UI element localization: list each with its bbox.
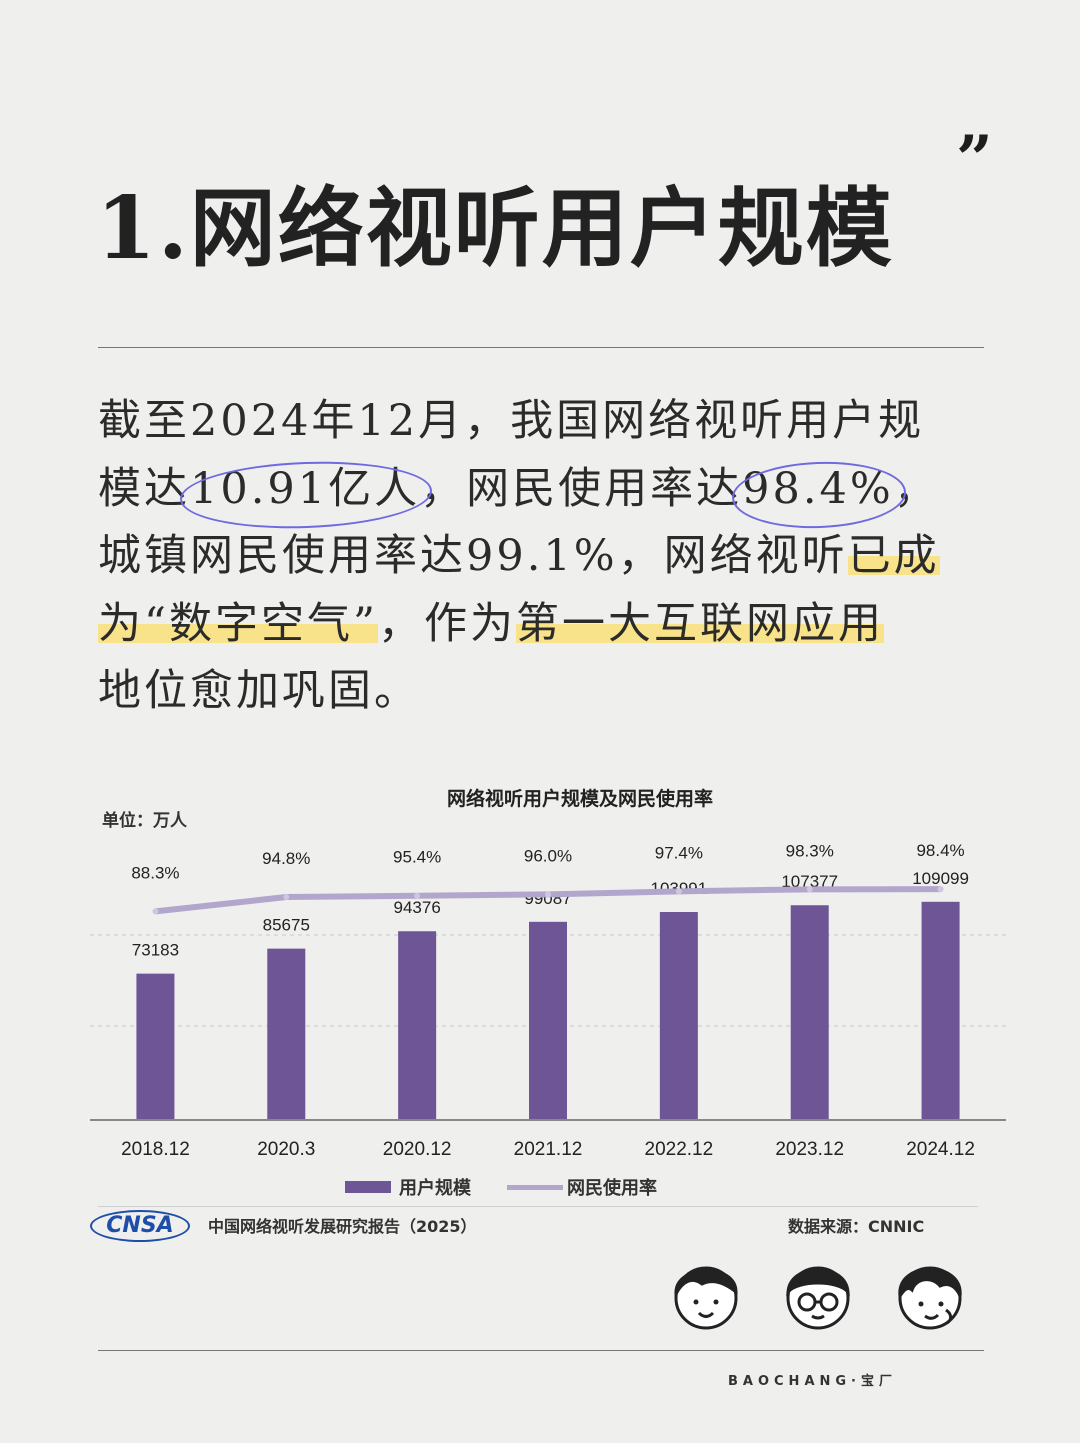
usage-rate-point <box>545 891 551 898</box>
usage-rate-point <box>806 886 813 893</box>
usage-rate-point <box>414 892 421 899</box>
quote-mark: ” <box>956 122 993 197</box>
brand-footer: BAOCHANG·宝厂 <box>728 1374 897 1389</box>
chart-title: 网络视听用户规模及网民使用率 <box>446 788 713 810</box>
paragraph-line-2: 模达10.91亿人，网民使用率达98.4%， <box>98 456 998 524</box>
highlight-text: 第一大互联网应用 <box>515 598 884 649</box>
highlight-text: 已成 <box>847 531 940 581</box>
paragraph-line-3: 城镇网民使用率达99.1%，网络视听已成 <box>98 523 998 591</box>
face-icon-2-glasses <box>786 1266 850 1330</box>
legend-line-swatch <box>507 1184 563 1190</box>
usage-rate-label: 95.4% <box>393 848 441 867</box>
face-icon-3 <box>898 1266 962 1330</box>
bar <box>398 931 437 1120</box>
x-tick-label: 2020.12 <box>383 1139 452 1160</box>
circled-usage-rate: 98.4% <box>742 456 894 524</box>
usage-rate-point <box>283 894 290 901</box>
usage-rate-point <box>937 886 944 893</box>
bar <box>659 912 698 1120</box>
usage-rate-label: 97.4% <box>655 843 703 862</box>
bar-value-label: 85675 <box>263 916 310 935</box>
x-tick-label: 2022.12 <box>645 1139 714 1160</box>
usage-rate-label: 96.0% <box>524 846 572 865</box>
usage-rate-label: 88.3% <box>131 863 179 882</box>
highlight-text: 为“数字空气” <box>98 598 378 649</box>
bottom-divider <box>98 1350 984 1351</box>
bar <box>136 973 175 1120</box>
chart-legend: 用户规模 网民使用率 <box>345 1174 657 1200</box>
bar-value-label: 73183 <box>132 941 179 960</box>
cnsa-logo: CNSA <box>90 1210 190 1242</box>
legend-bar-swatch <box>345 1181 391 1193</box>
usage-rate-label: 94.8% <box>262 849 310 868</box>
bar <box>790 905 829 1120</box>
chart-unit-label: 单位：万人 <box>102 811 187 831</box>
chart: 731832018.12856752020.3943762020.1299087… <box>90 841 1006 1160</box>
legend-line-label: 网民使用率 <box>567 1178 657 1199</box>
bar-value-label: 94376 <box>394 898 441 917</box>
text-segment: ，作为 <box>377 598 516 649</box>
source-divider <box>98 1206 978 1207</box>
x-tick-label: 2021.12 <box>514 1139 583 1160</box>
legend-bar-label: 用户规模 <box>399 1178 471 1199</box>
bar <box>921 901 960 1120</box>
x-tick-label: 2018.12 <box>121 1139 190 1160</box>
report-name: 中国网络视听发展研究报告（2025） <box>208 1217 477 1236</box>
cartoon-faces-illustration <box>674 1266 962 1330</box>
usage-rate-point <box>152 908 159 915</box>
data-source: 数据来源：CNNIC <box>788 1217 925 1236</box>
paragraph-line-5: 地位愈加巩固。 <box>98 666 420 716</box>
paragraph-line-4: 为“数字空气”，作为第一大互联网应用 <box>98 591 998 659</box>
bar <box>529 921 567 1120</box>
text-segment: ，网民使用率达 <box>420 463 743 514</box>
page-title: 1.网络视听用户规模 <box>96 178 894 279</box>
circled-user-count: 10.91亿人 <box>190 456 420 524</box>
face-icon-1 <box>674 1266 738 1330</box>
bar <box>267 948 306 1120</box>
paragraph-line-1: 截至2024年12月，我国网络视听用户规 <box>98 396 925 446</box>
text-segment: 城镇网民使用率达99.1%，网络视听 <box>98 531 848 581</box>
body-paragraph: 截至2024年12月，我国网络视听用户规 模达10.91亿人，网民使用率达98.… <box>98 388 998 726</box>
bar-value-label: 109099 <box>912 869 969 888</box>
usage-rate-label: 98.4% <box>916 841 964 860</box>
x-tick-label: 2024.12 <box>906 1139 975 1160</box>
text-segment: 模达 <box>98 463 190 514</box>
usage-rate-point <box>675 888 682 895</box>
usage-rate-label: 98.3% <box>786 841 834 860</box>
top-divider <box>98 347 984 348</box>
x-tick-label: 2023.12 <box>775 1139 844 1160</box>
x-tick-label: 2020.3 <box>257 1139 315 1160</box>
